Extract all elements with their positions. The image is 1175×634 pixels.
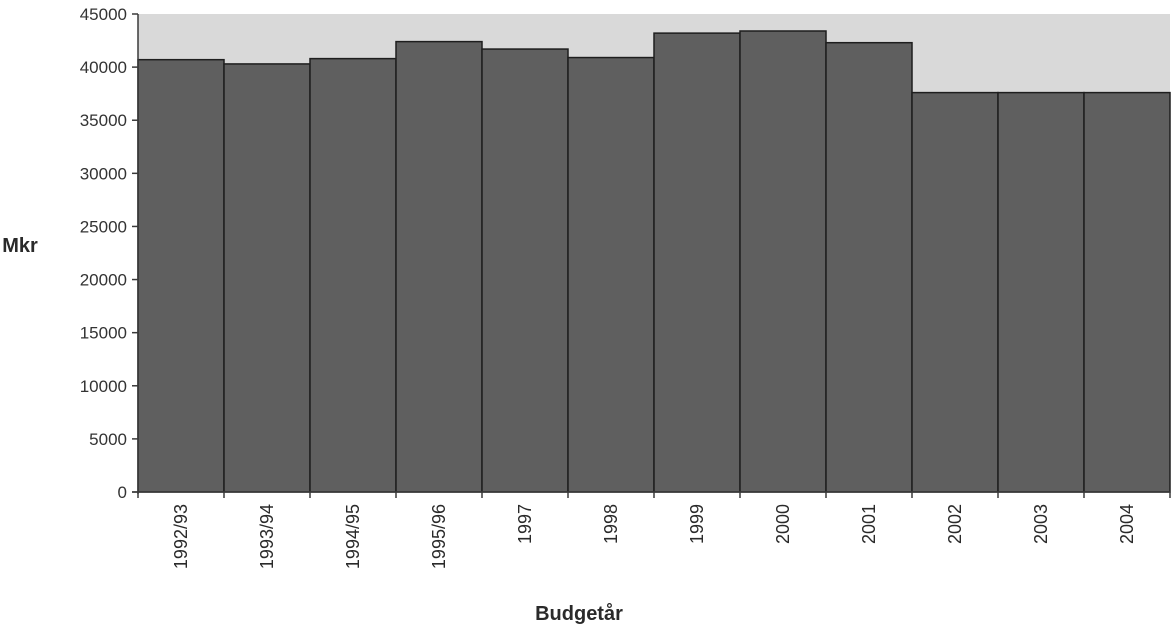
bar-1998	[567, 56, 655, 493]
x-tick-label: 1997	[515, 504, 535, 544]
x-tick-label: 1999	[687, 504, 707, 544]
x-tick-label: 1994/95	[343, 504, 363, 569]
bar-1992-93	[137, 58, 225, 493]
bars-group	[137, 30, 1171, 493]
y-tick-label: 30000	[80, 164, 127, 183]
bar-2001	[825, 41, 913, 493]
y-tick-label: 5000	[89, 430, 127, 449]
x-tick-labels: 1992/93 1993/94 1994/95 1995/96 1997 1998 1999…	[137, 492, 1171, 569]
x-tick-label: 2001	[859, 504, 879, 544]
x-tick-label: 1992/93	[171, 504, 191, 569]
y-tick-label: 10000	[80, 377, 127, 396]
x-tick-label: 2000	[773, 504, 793, 544]
bar-2003	[997, 91, 1085, 493]
y-tick-label: 35000	[80, 111, 127, 130]
axes-group	[132, 14, 1170, 494]
y-tick-label: 45000	[80, 5, 127, 24]
y-tick-label: 15000	[80, 324, 127, 343]
y-tick-label: 25000	[80, 217, 127, 236]
x-tick-label: 1995/96	[429, 504, 449, 569]
bar-1999	[653, 32, 741, 493]
x-tick-label: 1998	[601, 504, 621, 544]
x-tick-label: 2003	[1031, 504, 1051, 544]
y-tick-label: 20000	[80, 271, 127, 290]
x-tick-label: 2004	[1117, 504, 1137, 544]
bar-1995-96	[395, 40, 483, 493]
bar-2002	[911, 91, 999, 493]
x-axis-title: Budgetår	[535, 602, 623, 625]
y-tick-label: 40000	[80, 58, 127, 77]
y-tick-labels: 0 5000 10000 15000 20000 25000 30000 35000 40000…	[80, 5, 138, 502]
bar-1993-94	[223, 63, 311, 493]
bar-1997	[481, 48, 569, 493]
x-tick-label: 1993/94	[257, 504, 277, 569]
bar-2004	[1083, 91, 1171, 493]
y-axis-title: Mkr	[2, 235, 38, 257]
x-tick-label: 2002	[945, 504, 965, 544]
y-tick-label: 0	[118, 483, 127, 502]
bar-1994-95	[309, 57, 397, 493]
bar-2000	[739, 30, 827, 493]
